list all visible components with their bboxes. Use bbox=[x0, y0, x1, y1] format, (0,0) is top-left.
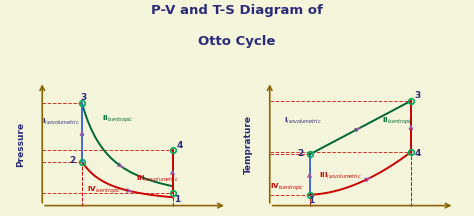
Text: 4: 4 bbox=[176, 141, 182, 150]
Text: 2: 2 bbox=[297, 149, 303, 158]
Text: P-V and T-S Diagram of: P-V and T-S Diagram of bbox=[151, 4, 323, 17]
Text: 4: 4 bbox=[415, 149, 421, 158]
Text: I$_{isovolumetric}$: I$_{isovolumetric}$ bbox=[42, 117, 80, 127]
Text: Temprature: Temprature bbox=[244, 115, 253, 174]
Text: III$_{isovolumetric}$: III$_{isovolumetric}$ bbox=[319, 171, 362, 181]
Text: IV$_{Isentropic}$: IV$_{Isentropic}$ bbox=[270, 182, 304, 193]
Text: III$_{isovolumetric}$: III$_{isovolumetric}$ bbox=[137, 174, 179, 184]
Text: 3: 3 bbox=[415, 91, 421, 100]
Text: 3: 3 bbox=[80, 93, 86, 102]
Text: II$_{Isentropic}$: II$_{Isentropic}$ bbox=[102, 113, 133, 125]
Text: I$_{isovolumetric}$: I$_{isovolumetric}$ bbox=[284, 116, 322, 126]
Text: II$_{Isentropic}$: II$_{Isentropic}$ bbox=[382, 116, 413, 127]
Text: Pressure: Pressure bbox=[16, 122, 25, 167]
Text: Otto Cycle: Otto Cycle bbox=[198, 35, 276, 48]
Text: 2: 2 bbox=[69, 156, 76, 165]
Text: IV$_{isentropic}$: IV$_{isentropic}$ bbox=[88, 185, 122, 196]
Text: 1: 1 bbox=[308, 196, 314, 205]
Text: 1: 1 bbox=[174, 195, 181, 204]
